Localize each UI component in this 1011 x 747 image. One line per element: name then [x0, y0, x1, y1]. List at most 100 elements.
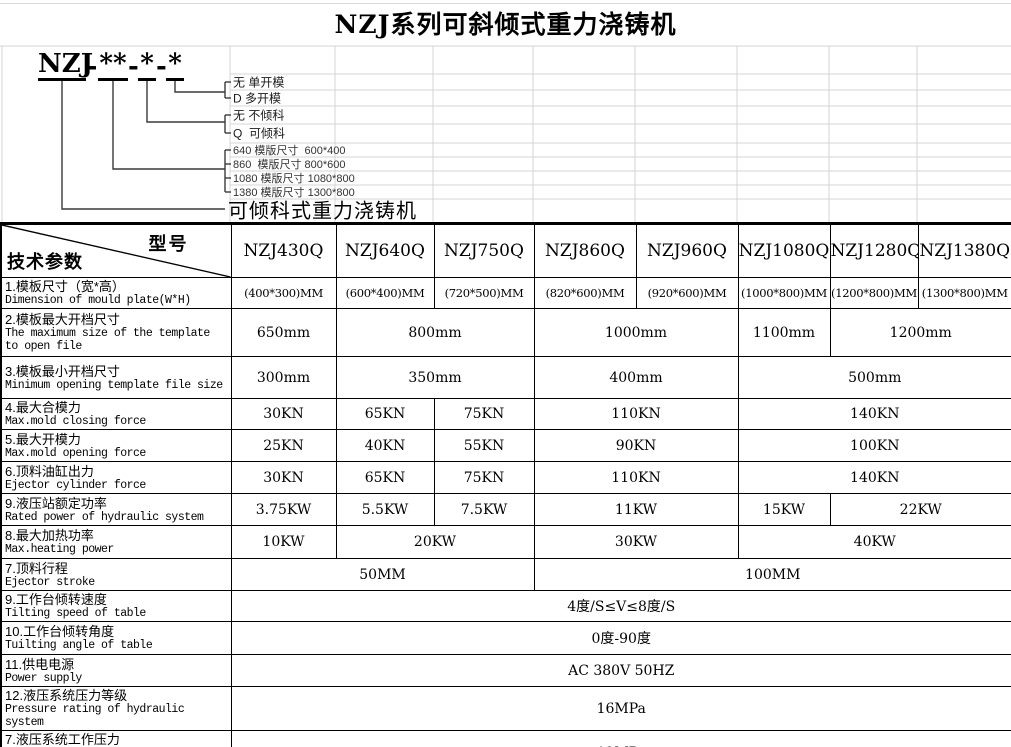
- row-label-zh: 7.液压系统工作压力: [5, 732, 120, 747]
- spec-row: 11.供电电源 Power supply AC 380V 50HZ: [0, 654, 1011, 687]
- legend-item: 1380 模版尺寸 1300*800: [233, 187, 355, 199]
- corner-cell: 型号 技术参数: [0, 223, 232, 278]
- spec-cell: (720*500)MM: [433, 277, 535, 309]
- row-label-zh: 9.液压站额定功率: [5, 495, 107, 511]
- spec-cell: 30KN: [230, 461, 337, 494]
- spec-cell: (600*400)MM: [335, 277, 435, 309]
- model-header: NZJ1080Q: [737, 223, 831, 278]
- spec-row: 2.模板最大开档尺寸 The maximum size of the templa…: [0, 308, 1011, 357]
- corner-diagonal: [2, 225, 230, 277]
- spec-cell: 40KN: [335, 429, 435, 462]
- spec-cell: 7.5KW: [433, 493, 535, 526]
- spec-row-label: 1.模板尺寸（宽*高） Dimension of mould plate(W*H): [0, 277, 232, 309]
- spec-cell: 100KN: [737, 429, 1011, 462]
- spec-row-label: 12.液压系统压力等级 Pressure rating of hydraulic …: [0, 686, 232, 731]
- row-label-en: Max.heating power: [5, 543, 114, 556]
- model-header: NZJ860Q: [533, 223, 637, 278]
- spec-row: 5.最大开模力 Max.mold opening force 25KN 40KN 55K…: [0, 429, 1011, 462]
- legend-item: 860 模版尺寸 800*600: [233, 159, 346, 171]
- row-label-en: Ejector stroke: [5, 575, 95, 589]
- spec-row-label: 9.工作台倾转速度 Tilting speed of table: [0, 590, 232, 622]
- model-code-segment: *: [138, 50, 156, 81]
- spec-cell: 1000mm: [533, 308, 739, 357]
- row-label-en: Pressure rating of hydraulic system: [5, 703, 185, 729]
- spec-cell: 40KW: [737, 525, 1011, 559]
- spec-cell: 65KN: [335, 398, 435, 430]
- row-label-zh: 3.模板最小开档尺寸: [5, 363, 120, 379]
- header-row: 型号 技术参数 NZJ430Q NZJ640Q NZJ750Q NZJ860Q NZJ9…: [0, 223, 1011, 278]
- spec-row-label: 2.模板最大开档尺寸 The maximum size of the templa…: [0, 308, 232, 357]
- row-label-en: Dimension of mould plate(W*H): [5, 294, 191, 307]
- grid-line: [0, 3, 1011, 4]
- row-label-zh: 1.模板尺寸（宽*高）: [5, 279, 125, 294]
- spec-cell: (1200*800)MM: [829, 277, 919, 309]
- page-title: NZJ系列可斜倾式重力浇铸机: [334, 9, 677, 39]
- spec-cell: 20KW: [335, 525, 535, 559]
- machine-name-label: 可倾科式重力浇铸机: [228, 200, 417, 223]
- spec-row: 8.最大加热功率 Max.heating power 10KW 20KW 30KW 40K…: [0, 525, 1011, 559]
- spec-row: 6.顶料油缸出力 Ejector cylinder force 30KN 65KN 75…: [0, 461, 1011, 494]
- spec-row-label: 10.工作台倾转角度 Tuilting angle of table: [0, 621, 232, 655]
- legend-item: 无 不倾科: [233, 108, 285, 123]
- legend-item: Q 可倾科: [233, 126, 286, 141]
- spec-cell: 12MPa: [230, 730, 1011, 747]
- spec-cell: 350mm: [335, 356, 535, 399]
- spec-cell: 500mm: [737, 356, 1011, 399]
- spec-row-label: 4.最大合模力 Max.mold closing force: [0, 398, 232, 430]
- spec-row-label: 5.最大开模力 Max.mold opening force: [0, 429, 232, 462]
- spec-cell: 400mm: [533, 356, 739, 399]
- legend-item: 无 单开模: [233, 75, 285, 90]
- row-label-en: Max.mold closing force: [5, 415, 146, 428]
- row-label-zh: 7.顶料行程: [5, 560, 68, 576]
- spec-row: 7.液压系统工作压力Working pressure of hydraulic …: [0, 730, 1011, 747]
- spec-cell: (920*600)MM: [635, 277, 739, 309]
- spec-cell: 140KN: [737, 461, 1011, 494]
- row-label-zh: 9.工作台倾转速度: [5, 592, 107, 607]
- spec-cell: (820*600)MM: [533, 277, 637, 309]
- spec-cell: 100MM: [533, 558, 1011, 591]
- spec-cell: 50MM: [230, 558, 535, 591]
- row-label-en: Ejector cylinder force: [5, 478, 146, 492]
- legend-item: 640 模版尺寸 600*400: [233, 145, 346, 157]
- model-code-segment: NZJ: [38, 49, 94, 81]
- spec-cell: 15KW: [737, 493, 831, 526]
- spec-row-label: 9.液压站额定功率 Rated power of hydraulic system: [0, 493, 232, 526]
- spec-cell: 300mm: [230, 356, 337, 399]
- spec-cell: 110KN: [533, 398, 739, 430]
- spec-cell: 3.75KW: [230, 493, 337, 526]
- model-code-diagram: NZJ - ** - * - * 无 单开模 D 多开模无 不倾科 Q 可倾科 640 模版尺寸 …: [0, 45, 1011, 223]
- spec-cell: 16MPa: [230, 686, 1011, 731]
- row-label-en: Rated power of hydraulic system: [5, 510, 204, 524]
- model-code-segment: -: [128, 52, 139, 82]
- spec-cell: 5.5KW: [335, 493, 435, 526]
- spec-cell: 1200mm: [829, 308, 1011, 357]
- spec-cell: 55KN: [433, 429, 535, 462]
- spec-cell: (1000*800)MM: [737, 277, 831, 309]
- spec-cell: 22KW: [829, 493, 1011, 526]
- spec-cell: AC 380V 50HZ: [230, 654, 1011, 687]
- spec-cell: 75KN: [433, 461, 535, 494]
- spec-cell: 650mm: [230, 308, 337, 357]
- row-label-en: The maximum size of the template to open…: [5, 327, 210, 353]
- spec-row: 10.工作台倾转角度 Tuilting angle of table 0度-90度: [0, 621, 1011, 655]
- spec-row-label: 3.模板最小开档尺寸 Minimum opening template file …: [0, 356, 232, 399]
- spec-row: 7.顶料行程 Ejector stroke 50MM 100MM: [0, 558, 1011, 591]
- spec-row-label: 7.顶料行程 Ejector stroke: [0, 558, 232, 591]
- legend-item: D 多开模: [233, 91, 282, 106]
- legend-connector-lines: [61, 78, 231, 210]
- spec-table: 型号 技术参数 NZJ430Q NZJ640Q NZJ750Q NZJ860Q NZJ9…: [0, 222, 1011, 747]
- model-header: NZJ750Q: [433, 223, 535, 278]
- row-label-zh: 5.最大开模力: [5, 431, 81, 447]
- row-label-zh: 8.最大加热功率: [5, 528, 94, 543]
- row-label-en: Max.mold opening force: [5, 446, 146, 460]
- row-label-zh: 12.液压系统压力等级: [5, 688, 128, 703]
- row-label-en: Tilting speed of table: [5, 607, 146, 620]
- model-code-segment: -: [156, 52, 167, 82]
- model-header: NZJ1380Q: [917, 223, 1011, 278]
- spec-cell: 11KW: [533, 493, 739, 526]
- spec-cell: (400*300)MM: [230, 277, 337, 309]
- model-header: NZJ1280Q: [829, 223, 919, 278]
- model-code-segment: *: [166, 50, 184, 81]
- spec-cell: 75KN: [433, 398, 535, 430]
- spec-cell: 10KW: [230, 525, 337, 559]
